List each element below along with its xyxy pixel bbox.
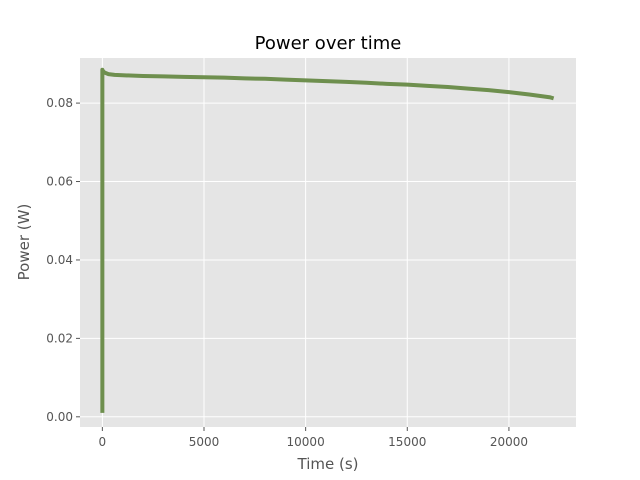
y-tick-label: 0.06 — [46, 175, 73, 189]
x-axis-ticks: 0 5000 10000 15000 20000 — [99, 427, 528, 449]
plot-area — [80, 58, 576, 427]
x-tick-label: 0 — [99, 435, 107, 449]
x-tick-label: 5000 — [189, 435, 220, 449]
x-tick-label: 15000 — [388, 435, 426, 449]
series-group — [100, 67, 555, 413]
grid-lines — [80, 58, 576, 427]
x-tick-label: 20000 — [490, 435, 528, 449]
chart-title: Power over time — [255, 33, 402, 54]
y-tick-label: 0.04 — [46, 253, 73, 267]
y-tick-label: 0.08 — [46, 96, 73, 110]
x-axis-label: Time (s) — [297, 455, 359, 473]
y-tick-label: 0.02 — [46, 331, 73, 345]
x-tick-label: 10000 — [287, 435, 325, 449]
y-axis-ticks: 0.00 0.02 0.04 0.06 0.08 — [46, 96, 80, 424]
y-axis-label: Power (W) — [15, 204, 33, 281]
power-series-line — [100, 67, 555, 413]
y-tick-label: 0.00 — [46, 410, 73, 424]
